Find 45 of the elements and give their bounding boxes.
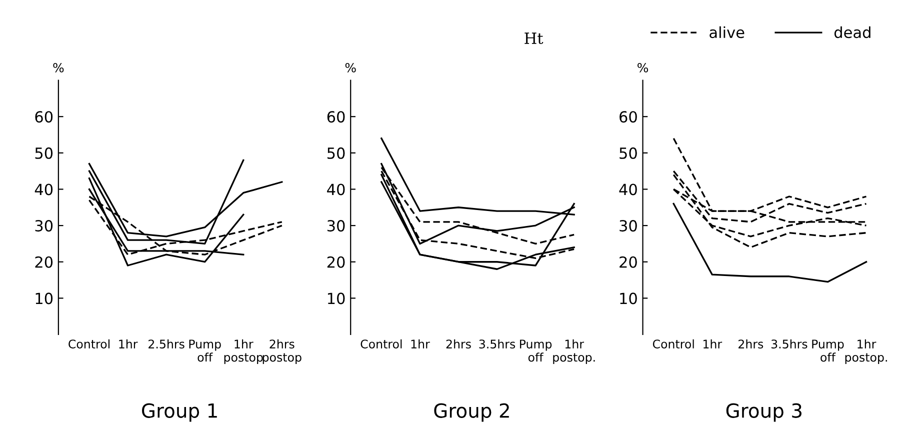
y-tick-label: 30: [620, 220, 637, 232]
x-tick-label: 2hrs postop: [262, 339, 302, 364]
x-tick-label: 2.5hrs: [148, 339, 184, 348]
x-tick-label: 3.5hrs: [479, 339, 516, 348]
y-tick-label: 10: [328, 292, 345, 304]
legend-label: dead: [834, 26, 870, 38]
y-tick-label: 60: [620, 111, 637, 123]
y-tick-label: 20: [35, 256, 53, 268]
x-tick-label: 1hr postop.: [553, 339, 595, 364]
x-tick-label: Pump off: [520, 340, 552, 362]
y-tick-label: 20: [620, 256, 637, 268]
y-tick-label: 60: [327, 111, 345, 123]
y-tick-label: 30: [35, 220, 53, 232]
y-tick-label: 10: [620, 292, 637, 304]
x-tick-label: Pump off: [812, 340, 844, 362]
x-tick-label: 1hr postop: [224, 339, 263, 364]
y-tick-label: 60: [35, 111, 53, 123]
y-tick-label: 40: [327, 184, 345, 196]
y-tick-label: 40: [619, 184, 637, 196]
y-tick-label: 30: [327, 220, 345, 232]
x-tick-label: 1hr postop.: [845, 339, 887, 364]
y-tick-label: 40: [34, 184, 53, 196]
x-tick-label: 1hr: [119, 339, 138, 348]
x-tick-label: 1hr: [411, 339, 430, 348]
x-tick-label: 1hr: [704, 339, 722, 348]
x-tick-label: Control: [68, 339, 110, 348]
x-tick-label: Pump off: [189, 340, 221, 362]
y-axis-title: %: [345, 62, 356, 72]
x-axis-title: Group 1: [142, 403, 217, 422]
x-tick-label: 2hrs: [446, 339, 471, 348]
x-axis-title: Group 2: [434, 403, 509, 422]
x-tick-label: Control: [652, 339, 694, 348]
y-axis-title: %: [53, 62, 64, 72]
legend-label: alive: [710, 26, 744, 38]
y-tick-label: 50: [620, 147, 637, 159]
x-axis-title: Group 3: [726, 403, 802, 422]
y-tick-label: 10: [36, 292, 53, 304]
x-tick-label: Control: [360, 339, 402, 348]
y-axis-title: %: [638, 62, 648, 72]
y-tick-label: 20: [327, 256, 345, 268]
y-tick-label: 50: [35, 147, 53, 159]
y-tick-label: 50: [327, 147, 345, 159]
legend-title: Ht: [524, 32, 544, 44]
x-tick-label: 2hrs: [738, 339, 764, 348]
x-tick-label: 3.5hrs: [771, 339, 808, 348]
